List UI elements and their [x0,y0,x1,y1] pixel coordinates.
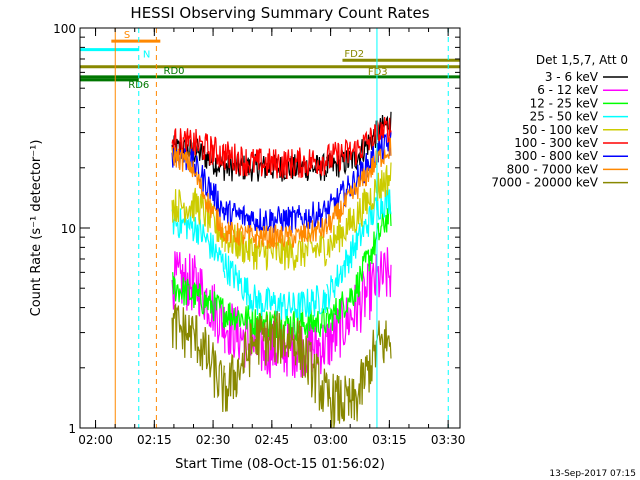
y-axis-label: Count Rate (s⁻¹ detector⁻¹) [29,140,44,317]
flag-label-3: FD3 [368,67,388,78]
x-tick-label-6: 03:30 [431,433,466,447]
legend-label-1: 6 - 12 keV [537,83,599,97]
footer-timestamp: 13-Sep-2017 07:15 [549,469,636,479]
series-layer [171,111,392,428]
x-tick-label-2: 02:30 [196,433,231,447]
flag-label-2: FD2 [344,49,364,60]
flags-layer [80,39,460,82]
y-tick-label-1: 10 [61,222,76,236]
axis-layer: 02:00 02:15 02:30 02:45 03:00 03:15 03:30 1 10 10… [53,22,465,447]
legend-label-6: 300 - 800 keV [514,149,598,163]
chart-title: HESSI Observing Summary Count Rates [130,4,429,22]
x-axis-label: Start Time (08-Oct-15 01:56:02) [175,457,385,472]
legend-label-8: 7000 - 20000 keV [491,176,598,190]
series-3 [171,187,392,320]
legend-label-5: 100 - 300 keV [514,136,598,150]
series-7 [171,137,392,250]
x-tick-label-0: 02:00 [78,433,113,447]
legend-header: Det 1,5,7, Att 0 [536,53,628,67]
legend-label-7: 800 - 7000 keV [507,162,599,176]
x-tick-label-3: 02:45 [255,433,290,447]
legend-label-3: 25 - 50 keV [530,110,599,124]
flag-label-1: N [143,50,150,61]
x-tick-label-5: 03:15 [372,433,407,447]
flag-label-4: RD0 [164,66,185,77]
x-tick-label-4: 03:00 [313,433,348,447]
legend-label-4: 50 - 100 keV [522,123,599,137]
series-8 [171,302,392,428]
legend-label-0: 3 - 6 keV [545,70,599,84]
y-tick-label-2: 100 [53,22,76,36]
series-5 [171,116,392,180]
flag-label-0: S [124,30,130,41]
y-tick-label-0: 1 [68,422,76,436]
x-tick-label-1: 02:15 [137,433,172,447]
flag-label-5: RD6 [128,80,149,91]
legend-label-2: 12 - 25 keV [530,96,599,110]
